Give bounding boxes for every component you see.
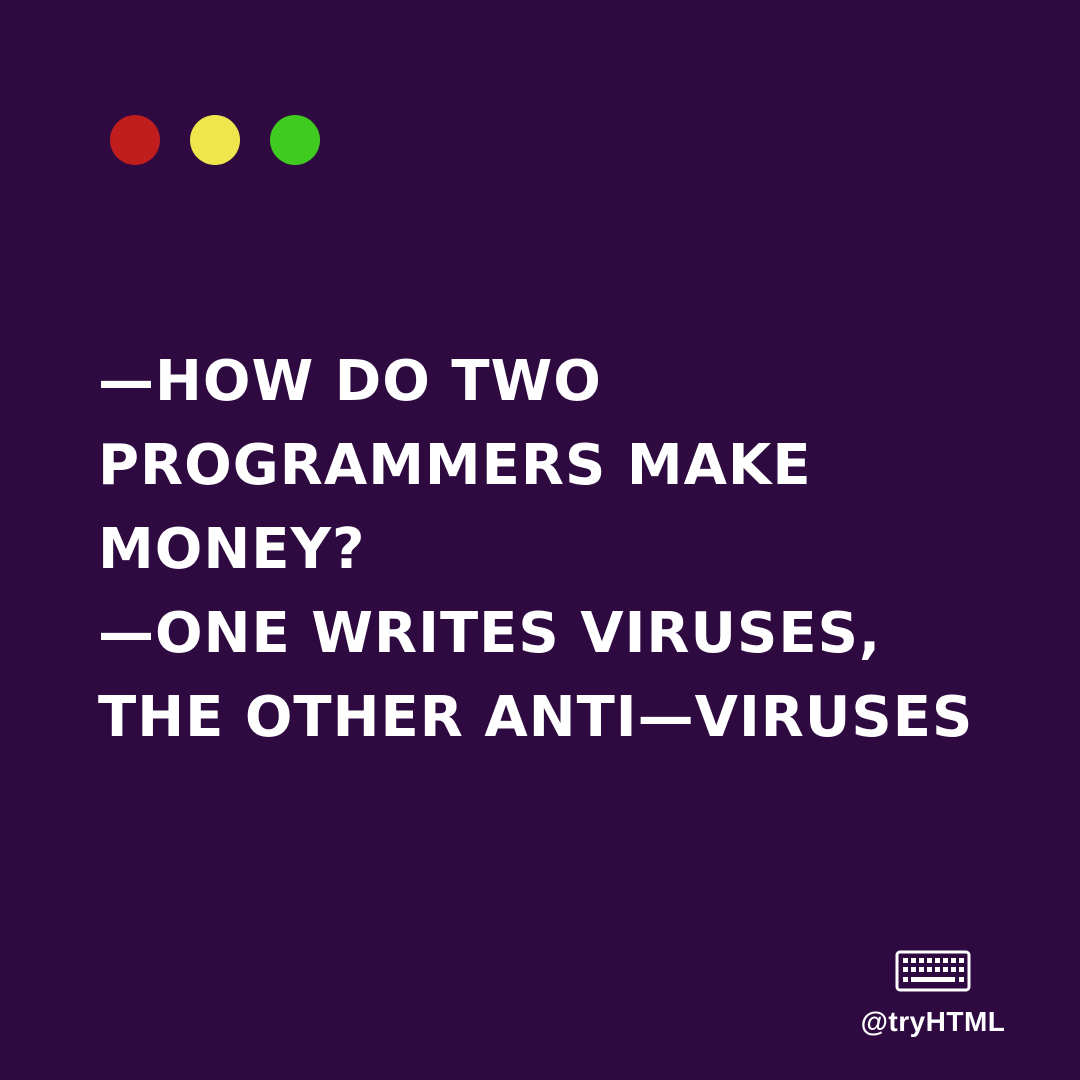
brand-signature: @tryHTML bbox=[848, 950, 1018, 1038]
window-controls bbox=[110, 115, 320, 165]
brand-handle: @tryHTML bbox=[860, 1006, 1006, 1037]
red-dot-icon bbox=[110, 115, 160, 165]
joke-line: —ONE WRITES VIRUSES, bbox=[98, 601, 882, 666]
keyboard-icon bbox=[895, 950, 971, 992]
joke-line: THE OTHER ANTI—VIRUSES bbox=[98, 685, 974, 750]
joke-line: PROGRAMMERS MAKE bbox=[98, 433, 812, 498]
joke-text: —HOW DO TWO PROGRAMMERS MAKE MONEY? —ONE… bbox=[98, 340, 1058, 760]
green-dot-icon bbox=[270, 115, 320, 165]
joke-line: —HOW DO TWO bbox=[98, 349, 602, 414]
joke-line: MONEY? bbox=[98, 517, 366, 582]
yellow-dot-icon bbox=[190, 115, 240, 165]
